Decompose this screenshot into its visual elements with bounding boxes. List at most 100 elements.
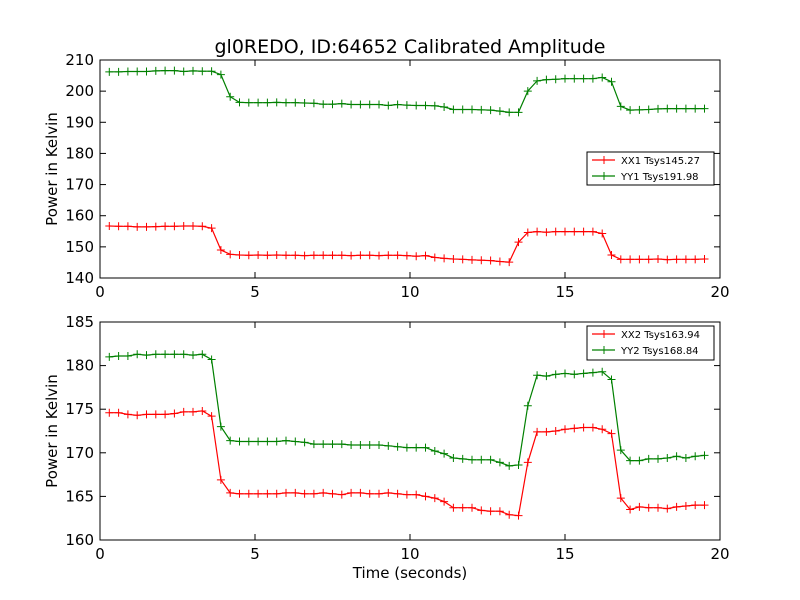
data-point [216,422,225,431]
data-point [421,443,430,452]
y-tick-label: 140 [65,269,94,287]
data-point [170,222,179,231]
data-point [505,108,514,117]
legend-marker [600,330,608,338]
data-point [328,489,337,498]
data-point [626,505,635,514]
data-point [337,251,346,260]
data-point [588,368,597,377]
data-point [179,350,188,359]
data-point [495,507,504,516]
data-point [468,255,476,264]
data-point [384,488,393,497]
data-point [114,408,123,417]
data-point [505,510,514,519]
data-point [514,461,523,470]
data-point [309,99,318,108]
x-axis-label: Time (seconds) [352,564,468,582]
data-point [691,104,700,113]
data-point [198,67,207,76]
data-point [700,255,709,264]
data-point [133,67,142,76]
data-point [579,369,588,378]
data-point [198,350,207,359]
data-point [189,351,197,360]
data-point [309,251,318,260]
legend-label: YY1 Tsys191.98 [620,172,699,183]
data-point [561,369,569,378]
data-point [356,251,365,260]
data-point [644,454,653,463]
data-point [244,437,253,446]
data-point [207,224,216,233]
data-point [412,443,421,452]
data-point [337,490,346,499]
x-tick-label: 5 [250,545,260,563]
data-point [105,67,114,76]
data-point [514,511,523,520]
data-point [663,504,672,513]
y-tick-label: 190 [65,113,94,131]
data-point [681,104,690,113]
data-point [282,251,290,260]
data-point [291,251,300,260]
data-point [384,251,393,260]
data-point [393,100,402,109]
data-point [523,458,532,467]
data-point [393,442,402,451]
data-point [375,251,383,260]
data-point [468,455,476,464]
data-point [458,105,467,114]
data-point [644,503,653,512]
data-point [700,501,709,510]
data-point [207,355,216,364]
data-point [477,105,486,114]
data-point [588,423,597,432]
data-point [300,438,309,447]
data-point [421,492,430,501]
legend-marker [600,172,608,180]
data-point [319,251,328,260]
top-plot: 0 5 10 15 20 140 150 160 170 180 190 200 210 Power in… [43,51,730,301]
data-point [449,503,458,512]
data-point [151,222,160,231]
data-point [449,255,458,264]
data-point [412,101,421,110]
data-point [328,100,337,109]
data-point [607,250,616,259]
data-point [616,494,625,503]
x-tick-label: 0 [95,283,105,301]
x-tick-label: 0 [95,545,105,563]
data-point [430,494,439,503]
plot-frame [99,59,721,279]
data-point [626,106,635,115]
data-point [598,229,607,238]
data-point [151,350,160,359]
data-point [588,74,597,83]
data-point [402,443,411,452]
data-point [523,401,532,410]
data-point [142,351,151,360]
data-point [216,245,225,254]
data-point [672,255,681,264]
data-point [282,436,290,445]
data-point [207,412,216,421]
data-point [691,255,700,264]
legend-label: XX2 Tsys163.94 [621,330,700,341]
data-point [114,352,123,361]
data-point [263,98,272,107]
data-point [440,103,449,112]
data-point [486,455,495,464]
x-tick-label: 10 [400,283,419,301]
data-point [216,475,225,484]
data-point [644,255,653,264]
data-point [328,251,337,260]
data-point [365,440,374,449]
data-point [282,488,290,497]
data-point [356,440,365,449]
data-point [533,227,542,236]
data-point [319,100,328,109]
data-point [179,407,188,416]
data-point [272,250,281,259]
data-point [198,406,207,415]
